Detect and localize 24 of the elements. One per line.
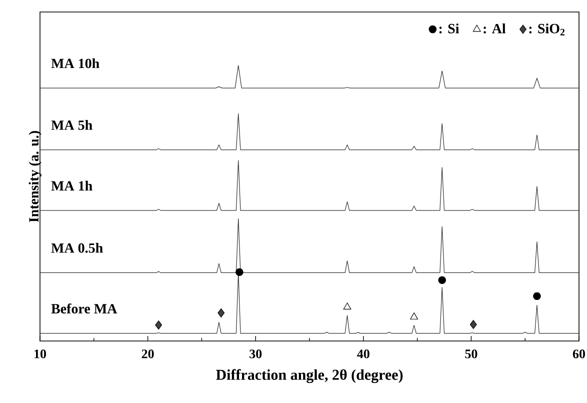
point <box>343 302 352 310</box>
point <box>410 312 418 320</box>
x-tick-label: 30 <box>250 350 262 358</box>
series-label: MA 10h <box>51 58 100 68</box>
point <box>155 320 162 330</box>
legend-label: : SiO$_{2}$ <box>529 23 565 36</box>
y-axis-title: Intensity (a. u.) <box>28 131 42 222</box>
point <box>470 320 477 329</box>
point <box>218 308 225 318</box>
x-tick-label: 40 <box>357 350 370 358</box>
point <box>236 268 244 276</box>
legend-label: : Al <box>484 23 506 34</box>
legend-label: : Si <box>439 23 460 34</box>
series-label: MA 0.5h <box>51 242 103 253</box>
x-axis-title: Diffraction angle, 2θ (degree) <box>216 369 403 384</box>
series-label: MA 5h <box>51 120 92 130</box>
x-tick-label: 20 <box>142 350 154 358</box>
x-tick-label: 50 <box>465 350 478 358</box>
x-tick-label: 10 <box>34 350 46 358</box>
point <box>533 292 541 300</box>
series-label: Before MA <box>51 303 118 314</box>
point <box>438 276 446 284</box>
series-label: MA 1h <box>51 180 92 190</box>
x-tick-label: 60 <box>572 350 585 358</box>
